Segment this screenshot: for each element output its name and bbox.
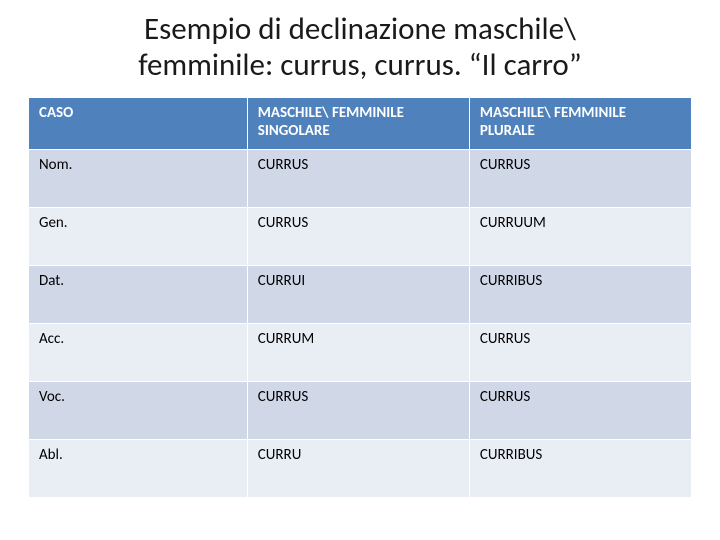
- col-header-plurale: MASCHILE\ FEMMINILE PLURALE: [469, 98, 691, 150]
- cell-plurale: CURRUS: [469, 150, 691, 208]
- title-line-1: Esempio di declinazione maschile\: [144, 10, 576, 48]
- cell-caso: Gen.: [29, 208, 248, 266]
- cell-caso: Voc.: [29, 382, 248, 440]
- table-row: Nom. CURRUS CURRUS: [29, 150, 692, 208]
- table-row: Dat. CURRUI CURRIBUS: [29, 266, 692, 324]
- table-row: Acc. CURRUM CURRUS: [29, 324, 692, 382]
- slide: Esempio di declinazione maschile\ femmin…: [0, 0, 720, 540]
- cell-plurale: CURRIBUS: [469, 266, 691, 324]
- slide-title: Esempio di declinazione maschile\ femmin…: [28, 12, 692, 83]
- cell-singolare: CURRUM: [247, 324, 469, 382]
- cell-singolare: CURRUS: [247, 208, 469, 266]
- cell-caso: Nom.: [29, 150, 248, 208]
- col-header-caso: CASO: [29, 98, 248, 150]
- cell-caso: Acc.: [29, 324, 248, 382]
- cell-singolare: CURRU: [247, 440, 469, 498]
- cell-plurale: CURRIBUS: [469, 440, 691, 498]
- table-header-row: CASO MASCHILE\ FEMMINILE SINGOLARE MASCH…: [29, 98, 692, 150]
- cell-singolare: CURRUI: [247, 266, 469, 324]
- cell-plurale: CURRUUM: [469, 208, 691, 266]
- table-row: Voc. CURRUS CURRUS: [29, 382, 692, 440]
- title-line-2: femminile: currus, currus. “Il carro”: [138, 46, 581, 84]
- cell-plurale: CURRUS: [469, 382, 691, 440]
- cell-plurale: CURRUS: [469, 324, 691, 382]
- table-row: Gen. CURRUS CURRUUM: [29, 208, 692, 266]
- cell-caso: Abl.: [29, 440, 248, 498]
- col-header-singolare: MASCHILE\ FEMMINILE SINGOLARE: [247, 98, 469, 150]
- cell-singolare: CURRUS: [247, 150, 469, 208]
- cell-caso: Dat.: [29, 266, 248, 324]
- declension-table: CASO MASCHILE\ FEMMINILE SINGOLARE MASCH…: [28, 97, 692, 498]
- table-row: Abl. CURRU CURRIBUS: [29, 440, 692, 498]
- cell-singolare: CURRUS: [247, 382, 469, 440]
